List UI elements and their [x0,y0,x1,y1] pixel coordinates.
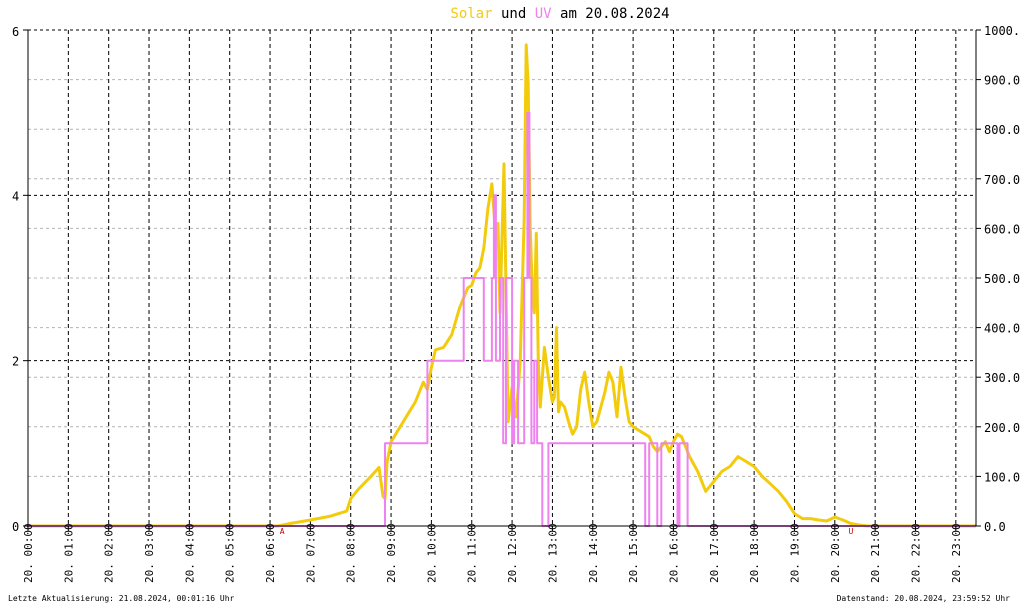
footer-last-update: Letzte Aktualisierung: 21.08.2024, 00:01… [8,594,235,603]
x-tick-label: 20. 23:00 [950,523,963,583]
x-tick-label: 20. 14:00 [587,523,600,583]
x-tick-label: 20. 10:00 [425,523,438,583]
right-tick-label: 0.0 [984,520,1006,534]
title-solar: Solar [450,6,492,22]
x-tick-label: 20. 18:00 [748,523,761,583]
tick-labels: 0 2 4 6 0.0 100.0 200.0 300.0 400.0 500.0 600.0 700… [12,24,1020,583]
x-tick-label: 20. 05:00 [224,523,237,583]
left-tick-label: 0 [12,520,19,534]
right-tick-label: 600.0 [984,222,1020,236]
x-tick-label: 20. 17:00 [708,523,721,583]
right-tick-label: 500.0 [984,272,1020,286]
x-tick-label: 20. 07:00 [304,523,317,583]
axes-layer [23,29,981,531]
x-tick-label: 20. 21:00 [869,523,882,583]
title-uv: UV [535,6,552,22]
x-tick-label: 20. 20:00 [829,523,842,583]
x-tick-label: 20. 19:00 [788,523,801,583]
x-tick-label: 20. 08:00 [345,523,358,583]
x-tick-label: 20. 06:00 [264,523,277,583]
x-tick-label: 20. 11:00 [466,523,479,583]
uv-series-line [28,111,976,527]
right-tick-label: 400.0 [984,322,1020,336]
x-tick-label: 20. 02:00 [103,523,116,583]
x-tick-label: 20. 15:00 [627,523,640,583]
left-tick-label: 2 [12,355,19,369]
x-tick-label: 20. 03:00 [143,523,156,583]
left-tick-label: 4 [12,189,19,203]
x-tick-label: 20. 01:00 [62,523,75,583]
right-tick-label: 900.0 [984,74,1020,88]
footer-data-status: Datenstand: 20.08.2024, 23:59:52 Uhr [837,594,1011,603]
right-tick-label: 700.0 [984,173,1020,187]
x-tick-label: 20. 16:00 [667,523,680,583]
sun-marker: A [280,527,285,536]
chart-title: Solar und UV am 20.08.2024 [450,6,669,22]
title-date: am 20.08.2024 [560,6,670,22]
right-tick-label: 800.0 [984,123,1020,137]
sun-marker: U [849,527,854,536]
x-tick-label: 20. 12:00 [506,523,519,583]
major-grid [28,29,976,526]
x-tick-label: 20. 09:00 [385,523,398,583]
x-tick-label: 20. 04:00 [183,523,196,583]
series-layer [28,43,976,528]
right-tick-label: 200.0 [984,421,1020,435]
title-und: und [501,6,526,22]
right-tick-label: 100.0 [984,470,1020,484]
right-tick-label: 1000.0 [984,24,1020,38]
right-tick-label: 300.0 [984,371,1020,385]
left-tick-label: 6 [12,25,19,39]
x-tick-label: 20. 22:00 [909,523,922,583]
x-tick-label: 20. 00:00 [22,523,35,583]
x-tick-label: 20. 13:00 [546,523,559,583]
